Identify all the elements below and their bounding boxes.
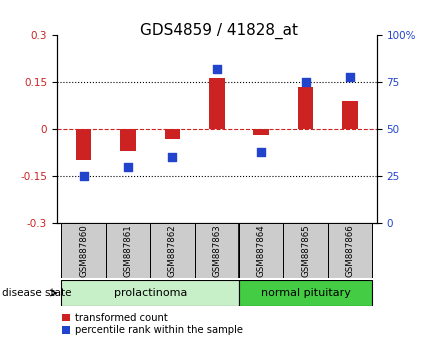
Bar	[120, 129, 136, 151]
Legend: transformed count, percentile rank within the sample: transformed count, percentile rank withi…	[62, 313, 243, 336]
Point	[258, 149, 265, 155]
Bar	[150, 223, 194, 278]
Text: disease state: disease state	[2, 288, 72, 298]
Point	[169, 154, 176, 160]
Bar	[61, 280, 239, 306]
Text: normal pituitary: normal pituitary	[261, 288, 350, 298]
Bar	[254, 129, 269, 136]
Text: GSM887865: GSM887865	[301, 224, 310, 277]
Bar	[298, 87, 314, 129]
Point	[213, 66, 220, 72]
Text: GSM887866: GSM887866	[346, 224, 354, 277]
Bar	[165, 129, 180, 138]
Text: prolactinoma: prolactinoma	[113, 288, 187, 298]
Bar	[106, 223, 150, 278]
Bar	[342, 101, 358, 129]
Bar	[283, 223, 328, 278]
Bar	[194, 223, 239, 278]
Text: GSM887864: GSM887864	[257, 224, 266, 277]
Text: GSM887863: GSM887863	[212, 224, 221, 277]
Text: GSM887862: GSM887862	[168, 224, 177, 277]
Point	[124, 164, 131, 170]
Bar	[76, 129, 92, 160]
Text: GDS4859 / 41828_at: GDS4859 / 41828_at	[140, 23, 298, 39]
Point	[302, 80, 309, 85]
Text: GSM887861: GSM887861	[124, 224, 132, 277]
Text: GSM887860: GSM887860	[79, 224, 88, 277]
Bar	[239, 280, 372, 306]
Bar	[209, 78, 225, 129]
Bar	[239, 223, 283, 278]
Point	[346, 74, 353, 80]
Bar	[61, 223, 106, 278]
Point	[80, 173, 87, 179]
Bar	[328, 223, 372, 278]
